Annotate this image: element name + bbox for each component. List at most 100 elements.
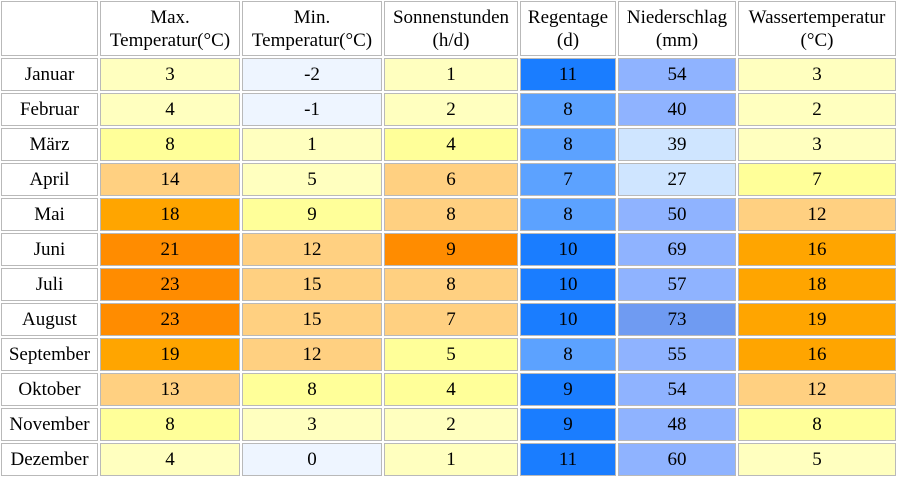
table-cell: 40 <box>618 93 736 126</box>
table-row: Mai 18 9 8 8 50 12 <box>1 198 896 231</box>
table-cell: 3 <box>738 128 896 161</box>
table-cell: 5 <box>738 443 896 476</box>
table-cell: 7 <box>384 303 518 336</box>
table-cell: 21 <box>100 233 240 266</box>
table-row: August 23 15 7 10 73 19 <box>1 303 896 336</box>
table-cell: -1 <box>242 93 382 126</box>
table-cell: 11 <box>520 443 616 476</box>
header-corner-cell <box>1 1 98 56</box>
table-cell: 9 <box>520 408 616 441</box>
header-row: Max. Temperatur(°C) Min. Temperatur(°C) So… <box>1 1 896 56</box>
table-cell: 12 <box>738 198 896 231</box>
header-precipitation: Niederschlag (mm) <box>618 1 736 56</box>
table-cell: 3 <box>100 58 240 91</box>
month-label: Oktober <box>1 373 98 406</box>
table-cell: -2 <box>242 58 382 91</box>
header-line2: (d) <box>556 29 580 51</box>
month-label: Dezember <box>1 443 98 476</box>
table-cell: 13 <box>100 373 240 406</box>
header-water-temperature: Wassertemperatur (°C) <box>738 1 896 56</box>
table-header: Max. Temperatur(°C) Min. Temperatur(°C) So… <box>1 1 896 56</box>
table-cell: 8 <box>520 128 616 161</box>
table-cell: 2 <box>384 93 518 126</box>
header-max-temperature: Max. Temperatur(°C) <box>100 1 240 56</box>
table-cell: 7 <box>520 163 616 196</box>
table-cell: 1 <box>242 128 382 161</box>
table-cell: 8 <box>520 93 616 126</box>
table-cell: 39 <box>618 128 736 161</box>
table-cell: 5 <box>384 338 518 371</box>
table-cell: 2 <box>738 93 896 126</box>
table-cell: 57 <box>618 268 736 301</box>
header-line1: Max. <box>150 6 190 28</box>
table-cell: 8 <box>520 338 616 371</box>
table-cell: 9 <box>242 198 382 231</box>
table-cell: 60 <box>618 443 736 476</box>
table-cell: 8 <box>100 408 240 441</box>
table-cell: 3 <box>242 408 382 441</box>
table-cell: 12 <box>242 338 382 371</box>
table-cell: 8 <box>384 268 518 301</box>
table-cell: 11 <box>520 58 616 91</box>
table-cell: 1 <box>384 58 518 91</box>
month-label: Januar <box>1 58 98 91</box>
table-cell: 10 <box>520 268 616 301</box>
table-cell: 9 <box>520 373 616 406</box>
table-cell: 8 <box>384 198 518 231</box>
header-line2: (h/d) <box>432 29 470 51</box>
month-label: Juni <box>1 233 98 266</box>
table-row: Juni 21 12 9 10 69 16 <box>1 233 896 266</box>
table-cell: 10 <box>520 303 616 336</box>
header-sunshine-hours: Sonnenstunden (h/d) <box>384 1 518 56</box>
table-cell: 69 <box>618 233 736 266</box>
table-cell: 16 <box>738 338 896 371</box>
table-cell: 5 <box>242 163 382 196</box>
month-label: September <box>1 338 98 371</box>
table-cell: 23 <box>100 303 240 336</box>
table-cell: 4 <box>100 443 240 476</box>
table-cell: 12 <box>738 373 896 406</box>
table-cell: 48 <box>618 408 736 441</box>
table-cell: 18 <box>100 198 240 231</box>
header-line1: Regentage <box>527 6 609 28</box>
table-cell: 15 <box>242 303 382 336</box>
table-cell: 50 <box>618 198 736 231</box>
table-row: Oktober 13 8 4 9 54 12 <box>1 373 896 406</box>
month-label: November <box>1 408 98 441</box>
table-row: Februar 4 -1 2 8 40 2 <box>1 93 896 126</box>
table-cell: 2 <box>384 408 518 441</box>
header-rain-days: Regentage (d) <box>520 1 616 56</box>
table-cell: 7 <box>738 163 896 196</box>
table-cell: 9 <box>384 233 518 266</box>
table-cell: 15 <box>242 268 382 301</box>
month-label: August <box>1 303 98 336</box>
table-cell: 8 <box>520 198 616 231</box>
table-cell: 1 <box>384 443 518 476</box>
table-row: März 8 1 4 8 39 3 <box>1 128 896 161</box>
table-cell: 73 <box>618 303 736 336</box>
table-cell: 8 <box>738 408 896 441</box>
table-row: September 19 12 5 8 55 16 <box>1 338 896 371</box>
table-cell: 19 <box>738 303 896 336</box>
table-cell: 4 <box>384 373 518 406</box>
table-body: Januar 3 -2 1 11 54 3 Februar 4 -1 2 8 40 2 März 8 1 4 8 39… <box>1 58 896 476</box>
table-cell: 19 <box>100 338 240 371</box>
table-row: November 8 3 2 9 48 8 <box>1 408 896 441</box>
header-line2: Temperatur(°C) <box>109 29 231 51</box>
table-cell: 10 <box>520 233 616 266</box>
table-row: April 14 5 6 7 27 7 <box>1 163 896 196</box>
table-cell: 8 <box>100 128 240 161</box>
table-cell: 12 <box>242 233 382 266</box>
header-line1: Niederschlag <box>626 6 728 28</box>
table-cell: 3 <box>738 58 896 91</box>
month-label: März <box>1 128 98 161</box>
header-line1: Min. <box>293 6 331 28</box>
header-min-temperature: Min. Temperatur(°C) <box>242 1 382 56</box>
table-cell: 55 <box>618 338 736 371</box>
header-line1: Wassertemperatur <box>748 6 886 28</box>
table-cell: 54 <box>618 373 736 406</box>
header-line2: Temperatur(°C) <box>251 29 373 51</box>
table-cell: 4 <box>384 128 518 161</box>
month-label: Juli <box>1 268 98 301</box>
